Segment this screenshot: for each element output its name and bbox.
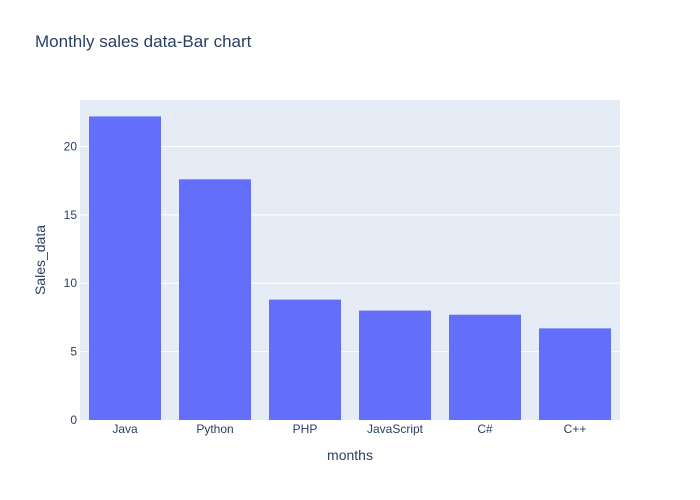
bars [89,116,611,421]
chart-title: Monthly sales data-Bar chart [35,32,252,51]
x-tick-label-4: C# [477,422,493,436]
x-axis-ticks: Java Python PHP JavaScript C# C++ [112,422,586,436]
y-tick-label-3: 15 [64,208,78,222]
y-tick-label-2: 10 [64,276,78,290]
y-axis-ticks: 0 5 10 15 20 [64,139,78,427]
bar-javascript-3[interactable] [359,310,431,420]
x-tick-label-3: JavaScript [367,422,424,436]
bar-c-4[interactable] [449,314,521,420]
gridlines [80,145,620,353]
x-tick-label-0: Java [112,422,138,436]
x-tick-label-1: Python [196,422,233,436]
y-tick-label-1: 5 [70,345,77,359]
plot-area [80,100,620,420]
bar-python-1[interactable] [179,179,251,420]
x-tick-label-5: C++ [564,422,587,436]
y-tick-label-0: 0 [70,413,77,427]
bar-java-0[interactable] [89,116,161,421]
bar-php-2[interactable] [269,299,341,420]
x-tick-label-2: PHP [293,422,318,436]
y-tick-label-4: 20 [64,139,78,153]
bar-c-5[interactable] [539,328,611,420]
y-axis-title: Sales_data [32,225,48,295]
x-axis-title: months [327,447,373,463]
